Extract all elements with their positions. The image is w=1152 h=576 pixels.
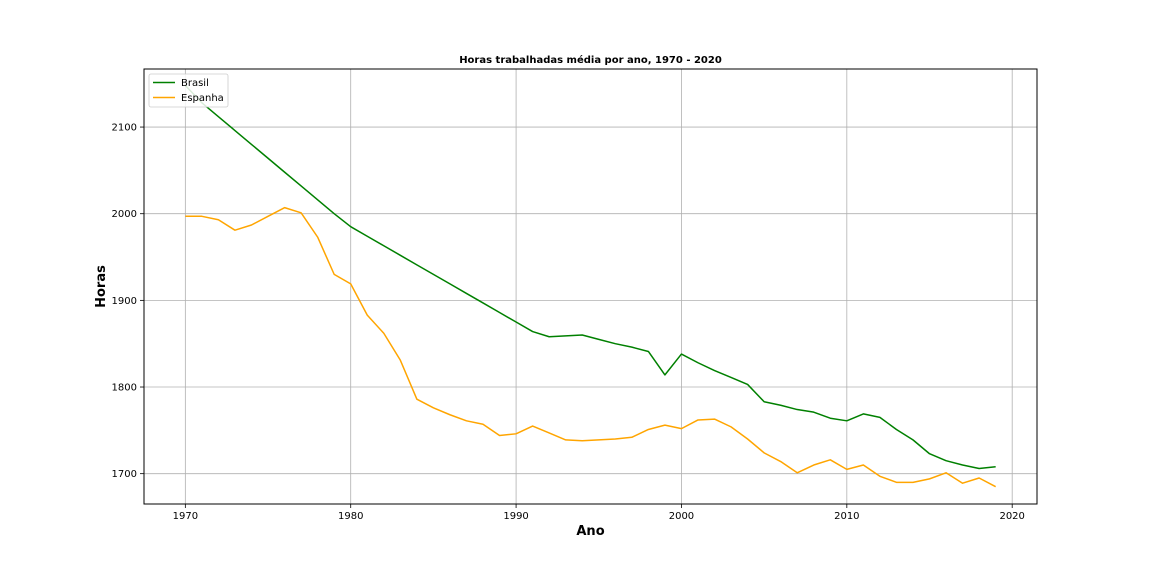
legend-label-brasil: Brasil <box>181 78 209 89</box>
legend: Brasil Espanha <box>148 73 229 108</box>
y-tick-label: 1800 <box>112 383 137 394</box>
x-axis-label: Ano <box>576 524 604 539</box>
series-line-brasil <box>184 84 996 470</box>
y-axis-label: Horas <box>94 265 109 308</box>
x-tick-label: 1980 <box>338 511 363 522</box>
plot-frame <box>143 68 1038 505</box>
y-tick-label: 1700 <box>112 469 137 480</box>
legend-label-espanha: Espanha <box>181 93 224 104</box>
x-axis-ticks: 1970 1980 1990 2000 2010 2020 <box>173 504 1025 522</box>
x-tick-label: 1990 <box>503 511 528 522</box>
y-tick-label: 1900 <box>112 296 137 307</box>
y-tick-label: 2000 <box>112 209 137 220</box>
x-tick-label: 2010 <box>834 511 859 522</box>
chart-title: Horas trabalhadas média por ano, 1970 - … <box>459 54 722 66</box>
grid <box>144 69 1037 504</box>
x-tick-label: 2000 <box>669 511 694 522</box>
y-tick-label: 2100 <box>112 123 137 134</box>
x-tick-label: 2020 <box>999 511 1024 522</box>
y-axis-ticks: 1700 1800 1900 2000 2100 <box>112 123 144 480</box>
x-tick-label: 1970 <box>173 511 198 522</box>
series-layer <box>184 84 997 488</box>
series-line-espanha <box>185 206 997 488</box>
